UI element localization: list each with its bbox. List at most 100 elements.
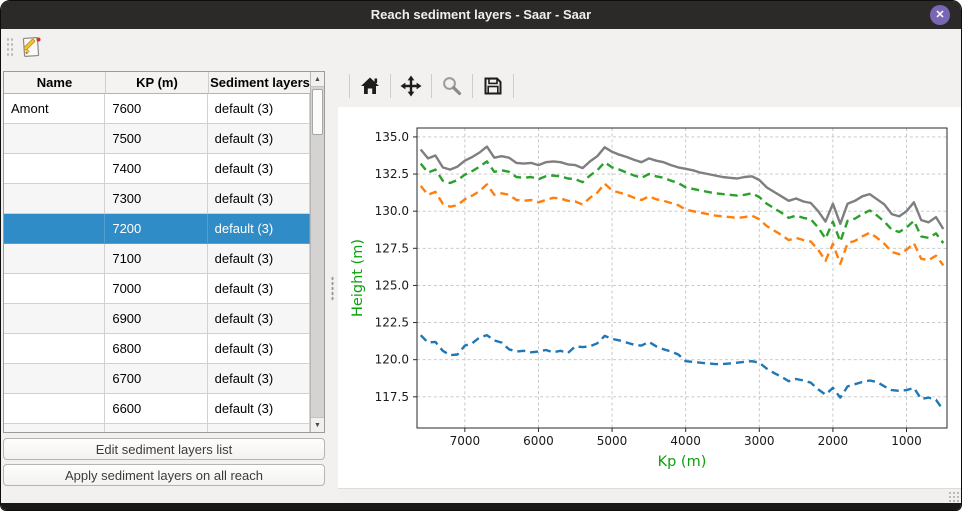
plot-canvas[interactable]: 117.5 120.0 122.5 125.0 127.5 130.0 132.5 135.0… xyxy=(338,107,962,488)
cell-name[interactable]: Amont xyxy=(4,94,106,124)
close-button[interactable]: ✕ xyxy=(930,5,950,25)
cell-layers[interactable]: default (3) xyxy=(207,214,310,244)
cell-kp[interactable]: 7500 xyxy=(105,124,208,154)
window-bottom-border xyxy=(1,503,961,510)
column-header-name[interactable]: Name xyxy=(4,72,106,94)
table-row[interactable]: 6800 default (3) xyxy=(4,334,310,364)
cell-kp[interactable]: 6800 xyxy=(105,334,208,364)
toolbar-separator xyxy=(431,74,432,98)
table-scrollbar[interactable]: ▲ ▼ xyxy=(310,72,324,432)
cell-layers[interactable]: default (3) xyxy=(207,124,310,154)
plot-toolbar xyxy=(338,65,961,107)
cell-name[interactable] xyxy=(4,334,106,364)
table-row[interactable]: 6600 default (3) xyxy=(4,394,310,424)
cell-kp[interactable]: 6500 xyxy=(105,424,208,432)
table-row[interactable]: 6900 default (3) xyxy=(4,304,310,334)
toolbar-drag-handle[interactable] xyxy=(6,37,13,57)
title-bar[interactable]: Reach sediment layers - Saar - Saar ✕ xyxy=(1,1,961,29)
cell-kp[interactable]: 7600 xyxy=(105,94,208,124)
svg-text:2000: 2000 xyxy=(818,434,849,448)
svg-text:7000: 7000 xyxy=(450,434,481,448)
pan-button[interactable] xyxy=(396,71,426,101)
cell-layers[interactable]: default (3) xyxy=(207,274,310,304)
svg-text:Height (m): Height (m) xyxy=(350,239,366,317)
main-toolbar xyxy=(1,29,961,65)
table-row[interactable]: 6500default (3) xyxy=(4,424,310,432)
table-row[interactable]: 7200 default (3) xyxy=(4,214,310,244)
edit-sediment-button[interactable] xyxy=(18,33,46,61)
cell-name[interactable] xyxy=(4,124,106,154)
panel-splitter[interactable] xyxy=(328,71,337,485)
cell-name[interactable] xyxy=(4,304,106,334)
cell-layers[interactable]: default (3) xyxy=(207,244,310,274)
toolbar-separator xyxy=(390,74,391,98)
cell-name[interactable] xyxy=(4,274,106,304)
resize-grip[interactable] xyxy=(948,491,960,503)
table-row[interactable]: 7000 default (3) xyxy=(4,274,310,304)
cell-kp[interactable]: 7000 xyxy=(105,274,208,304)
svg-text:120.0: 120.0 xyxy=(375,353,409,367)
scrollbar-thumb[interactable] xyxy=(312,89,323,135)
cell-kp[interactable]: 7400 xyxy=(105,154,208,184)
apply-sediment-layers-button[interactable]: Apply sediment layers on all reach xyxy=(3,464,325,486)
svg-text:3000: 3000 xyxy=(744,434,775,448)
cell-layers[interactable]: default (3) xyxy=(207,394,310,424)
toolbar-separator xyxy=(349,74,350,98)
cell-layers[interactable]: default (3) xyxy=(207,94,310,124)
cell-layers[interactable]: default (3) xyxy=(207,364,310,394)
svg-text:1000: 1000 xyxy=(891,434,922,448)
cell-kp[interactable]: 7300 xyxy=(105,184,208,214)
table-row[interactable]: Amont 7600 default (3) xyxy=(4,94,310,124)
pan-icon xyxy=(400,75,422,97)
cell-name[interactable] xyxy=(4,154,106,184)
sediment-layers-table: Name KP (m) Sediment layers Amont 7600 def… xyxy=(3,71,325,433)
svg-text:130.0: 130.0 xyxy=(375,204,409,218)
table-row[interactable]: 7500 default (3) xyxy=(4,124,310,154)
table-row[interactable]: 6700 default (3) xyxy=(4,364,310,394)
svg-text:132.5: 132.5 xyxy=(375,167,409,181)
cell-kp[interactable]: 6700 xyxy=(105,364,208,394)
save-button[interactable] xyxy=(478,71,508,101)
cell-layers[interactable]: default (3) xyxy=(207,154,310,184)
column-header-layers[interactable]: Sediment layers xyxy=(209,72,312,94)
cell-kp[interactable]: 6900 xyxy=(105,304,208,334)
zoom-button[interactable] xyxy=(437,71,467,101)
table-header: Name KP (m) Sediment layers xyxy=(4,72,324,94)
cell-name[interactable] xyxy=(4,364,106,394)
scroll-up-icon[interactable]: ▲ xyxy=(311,72,324,87)
status-bar xyxy=(338,488,961,505)
table-row[interactable]: 7400 default (3) xyxy=(4,154,310,184)
cell-name[interactable] xyxy=(4,214,106,244)
table-body: Amont 7600 default (3) 7500 default (3) 7400 d… xyxy=(4,94,310,432)
svg-text:117.5: 117.5 xyxy=(375,390,409,404)
table-row[interactable]: 7300 default (3) xyxy=(4,184,310,214)
cell-layers[interactable]: default (3) xyxy=(207,184,310,214)
zoom-icon xyxy=(441,75,463,97)
table-row[interactable]: 7100 default (3) xyxy=(4,244,310,274)
home-icon xyxy=(359,75,381,97)
cell-kp[interactable]: 7200 xyxy=(105,214,208,244)
column-header-kp[interactable]: KP (m) xyxy=(106,72,209,94)
cell-layers[interactable]: default (3) xyxy=(208,424,310,432)
cell-name[interactable] xyxy=(4,424,106,432)
height-profile-chart[interactable]: 117.5 120.0 122.5 125.0 127.5 130.0 132.5 135.0… xyxy=(338,107,962,488)
svg-text:6000: 6000 xyxy=(523,434,554,448)
cell-kp[interactable]: 7100 xyxy=(105,244,208,274)
cell-name[interactable] xyxy=(4,244,106,274)
splitter-dots-icon xyxy=(331,276,334,302)
cell-kp[interactable]: 6600 xyxy=(105,394,208,424)
scroll-down-icon[interactable]: ▼ xyxy=(311,417,324,432)
svg-text:Kp (m): Kp (m) xyxy=(658,454,707,470)
svg-text:135.0: 135.0 xyxy=(375,130,409,144)
save-icon xyxy=(482,75,504,97)
edit-sediment-layers-list-button[interactable]: Edit sediment layers list xyxy=(3,438,325,460)
home-button[interactable] xyxy=(355,71,385,101)
svg-text:5000: 5000 xyxy=(597,434,628,448)
cell-name[interactable] xyxy=(4,394,106,424)
cell-name[interactable] xyxy=(4,184,106,214)
svg-text:127.5: 127.5 xyxy=(375,241,409,255)
cell-layers[interactable]: default (3) xyxy=(207,334,310,364)
cell-layers[interactable]: default (3) xyxy=(207,304,310,334)
svg-text:122.5: 122.5 xyxy=(375,316,409,330)
